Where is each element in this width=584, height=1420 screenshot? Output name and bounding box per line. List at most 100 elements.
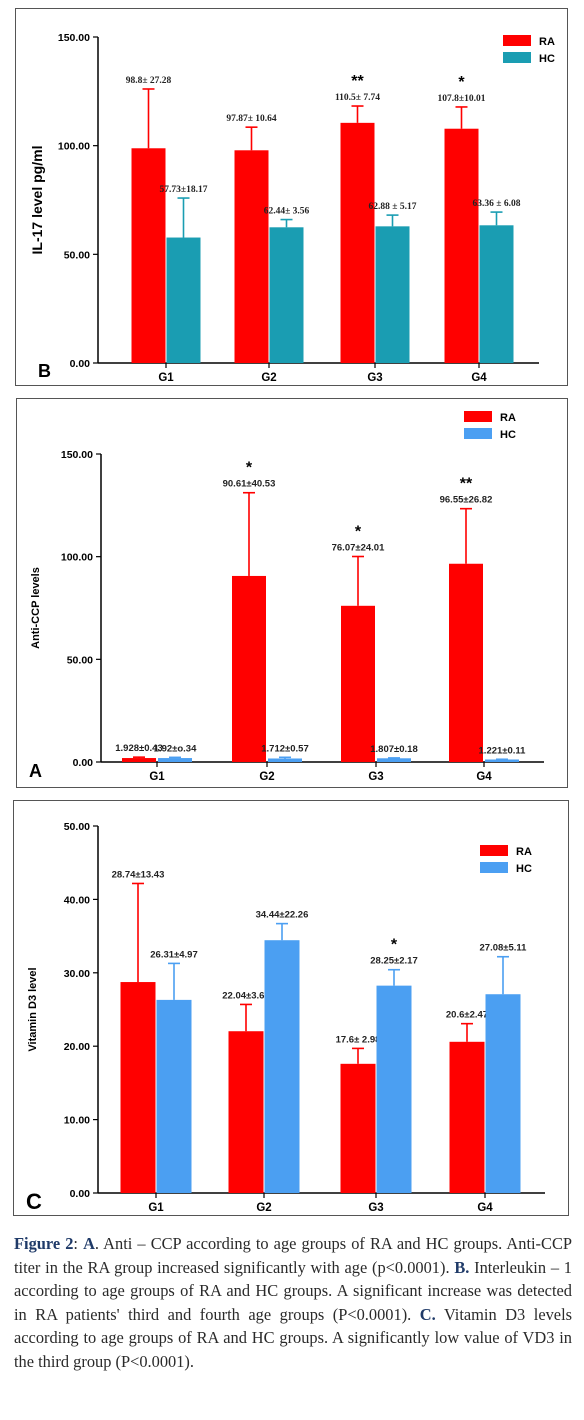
y-axis-label: IL-17 level pg/ml — [29, 146, 45, 255]
bar-hc-g4 — [485, 759, 519, 762]
x-tick-label: G2 — [261, 372, 276, 384]
caption-figure-label: Figure 2 — [14, 1234, 74, 1253]
y-axis-label: Vitamin D3 level — [27, 967, 39, 1051]
y-tick-label: 0.00 — [70, 1188, 91, 1200]
legend-swatch-hc — [464, 428, 492, 439]
y-tick-label: 50.00 — [64, 249, 90, 261]
panel-letter: B — [38, 361, 51, 381]
legend-label-ra: RA — [500, 412, 516, 424]
data-label: 28.74±13.43 — [112, 869, 165, 880]
bar-ra-g2 — [234, 150, 269, 363]
bar-hc-g2 — [264, 940, 300, 1193]
bar-ra-g2 — [228, 1031, 264, 1193]
caption-c-text: Vitamin D3 levels according to age group… — [14, 1304, 572, 1371]
bar-ra-g3 — [340, 122, 375, 363]
significance-marker: * — [355, 524, 362, 541]
caption-c-label: C. — [419, 1304, 436, 1324]
y-tick-label: 20.00 — [64, 1041, 90, 1053]
y-tick-label: 50.00 — [67, 654, 93, 666]
data-label: 1.928±0.43 — [115, 743, 162, 754]
bar-hc-g2 — [268, 758, 302, 762]
bar-ra-g4 — [449, 563, 483, 762]
chart-panel-c: 0.00 10.00 20.00 30.00 40.00 50.00 Vitamin D3 … — [13, 800, 569, 1216]
significance-marker: * — [246, 460, 253, 477]
bar-ra-g3 — [340, 1063, 376, 1193]
bar-ra-g4 — [449, 1041, 485, 1193]
data-label: 1.807±0.18 — [370, 744, 417, 755]
x-tick-label: G2 — [256, 1202, 271, 1214]
data-label: 26.31±4.97 — [150, 949, 197, 960]
bar-ra-g1 — [120, 982, 156, 1193]
data-label: 62.44± 3.56 — [264, 207, 310, 217]
bar-hc-g3 — [377, 758, 411, 762]
data-label: 76.07±24.01 — [332, 543, 385, 554]
legend-swatch-ra — [464, 411, 492, 422]
y-tick-label: 0.00 — [73, 757, 94, 769]
significance-marker: * — [391, 937, 398, 954]
x-tick-label: G3 — [368, 1202, 383, 1214]
y-tick-label: 100.00 — [61, 552, 93, 564]
legend-label-ra: RA — [539, 36, 555, 48]
legend-swatch-hc — [480, 862, 508, 873]
legend-label-ra: RA — [516, 846, 532, 858]
x-tick-label: G2 — [259, 771, 274, 783]
data-label: 20.6±2.47 — [446, 1010, 488, 1021]
legend-swatch-ra — [480, 845, 508, 856]
x-tick-label: G1 — [149, 771, 165, 783]
bar-ra-g3 — [341, 605, 375, 762]
data-label: 62.88 ± 5.17 — [369, 202, 417, 212]
bar-hc-g4 — [485, 994, 521, 1193]
bar-hc-g2 — [269, 227, 304, 363]
vitamin-d3-chart: 0.00 10.00 20.00 30.00 40.00 50.00 Vitamin D3 … — [26, 821, 545, 1214]
data-label: 110.5± 7.74 — [335, 93, 380, 103]
data-label: 28.25±2.17 — [370, 956, 417, 967]
y-tick-label: 10.00 — [64, 1115, 90, 1127]
bar-hc-g4 — [479, 225, 514, 363]
panel-letter: C — [26, 1189, 42, 1214]
data-label: 97.87± 10.64 — [226, 114, 277, 124]
chart-panel-b: 0.00 50.00 100.00 150.00 IL-17 level pg/ml G1… — [15, 8, 568, 386]
y-tick-label: 100.00 — [58, 141, 90, 153]
legend-label-hc: HC — [500, 429, 516, 441]
il17-chart: 0.00 50.00 100.00 150.00 IL-17 level pg/ml G1… — [29, 32, 555, 384]
data-label: 90.61±40.53 — [223, 479, 276, 490]
legend-swatch-ra — [503, 35, 531, 46]
significance-marker: * — [458, 74, 465, 91]
data-label: 22.04±3.65 — [222, 990, 270, 1001]
data-label: 1.221±0.11 — [479, 745, 527, 756]
data-label: 63.36 ± 6.08 — [473, 199, 521, 209]
caption-a-text: . Anti – CCP according to age groups of … — [14, 1234, 572, 1277]
legend-label-hc: HC — [539, 53, 555, 65]
bar-hc-g1 — [156, 999, 192, 1193]
x-tick-label: G3 — [367, 372, 382, 384]
caption-b-text: Interleukin – 1 according to age groups … — [14, 1257, 573, 1324]
significance-marker: ** — [351, 73, 364, 90]
caption-a-label: A — [83, 1234, 95, 1253]
caption-b-label: B. — [454, 1257, 470, 1277]
caption-colon: : — [73, 1234, 84, 1253]
y-tick-label: 0.00 — [70, 358, 91, 370]
bar-ra-g1 — [131, 148, 166, 363]
figure-caption: Figure 2: A. Anti – CCP according to age… — [14, 1232, 572, 1373]
significance-marker: ** — [460, 476, 473, 493]
y-tick-label: 150.00 — [58, 32, 90, 44]
panel-letter: A — [29, 761, 42, 781]
y-tick-label: 30.00 — [64, 968, 90, 980]
legend-label-hc: HC — [516, 863, 532, 875]
bar-hc-g3 — [375, 226, 410, 363]
chart-panel-a: 0.00 50.00 100.00 150.00 Anti-CCP levels G1 G2… — [16, 398, 568, 788]
x-tick-label: G4 — [477, 1202, 493, 1214]
data-label: 1.712±0.57 — [261, 743, 308, 754]
x-tick-label: G1 — [158, 372, 174, 384]
x-tick-label: G3 — [368, 771, 383, 783]
bar-ra-g1 — [122, 758, 156, 762]
y-tick-label: 50.00 — [64, 821, 90, 833]
x-tick-label: G1 — [148, 1202, 164, 1214]
data-label: 1.92±o.34 — [154, 743, 197, 754]
data-label: 57.73±18.17 — [160, 185, 208, 195]
bar-hc-g1 — [158, 758, 192, 762]
anti-ccp-chart: 0.00 50.00 100.00 150.00 Anti-CCP levels G1 G2… — [29, 411, 544, 783]
data-label: 34.44±22.26 — [256, 910, 309, 921]
y-tick-label: 150.00 — [61, 449, 93, 461]
data-label: 98.8± 27.28 — [126, 76, 172, 86]
